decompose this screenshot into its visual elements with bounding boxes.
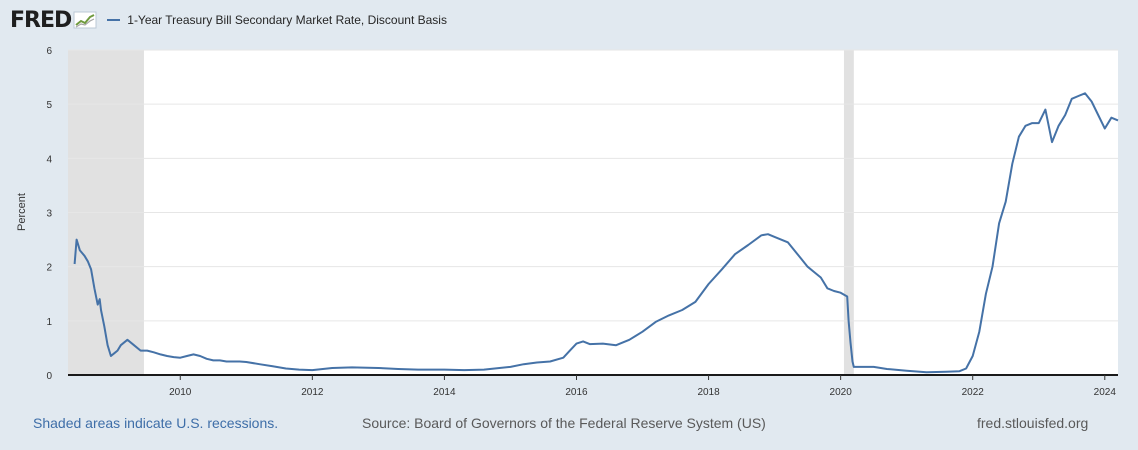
x-tick-label: 2014 (433, 387, 456, 398)
trend-graph-icon (73, 11, 97, 29)
header: FRED 1-Year Treasury Bill Secondary Mark… (10, 6, 447, 34)
y-tick-label: 2 (46, 263, 52, 274)
legend: 1-Year Treasury Bill Secondary Market Ra… (107, 13, 447, 27)
x-tick-label: 2010 (169, 387, 192, 398)
y-tick-label: 6 (46, 46, 52, 57)
recession-note: Shaded areas indicate U.S. recessions. (33, 415, 279, 431)
y-tick-label: 3 (46, 209, 52, 220)
x-tick-label: 2020 (830, 387, 853, 398)
axis-layer: 0 1 2 3 4 5 6 2010 2012 2014 2016 2018 2020 2022 2024 (46, 46, 1118, 398)
x-tick-label: 2024 (1094, 387, 1117, 398)
source-note: Source: Board of Governors of the Federa… (362, 415, 766, 431)
y-axis-label: Percent (16, 193, 28, 231)
legend-swatch (107, 19, 121, 21)
fred-logo-text: FRED (10, 7, 72, 33)
x-tick-label: 2016 (565, 387, 588, 398)
legend-label: 1-Year Treasury Bill Secondary Market Ra… (127, 13, 447, 27)
y-tick-label: 1 (46, 317, 52, 328)
y-tick-label: 4 (46, 154, 52, 165)
y-tick-label: 5 (46, 100, 52, 111)
grid-layer (68, 49, 1118, 322)
y-tick-label: 0 (46, 371, 52, 382)
x-tick-label: 2018 (697, 387, 720, 398)
x-tick-label: 2012 (301, 387, 324, 398)
series-layer (73, 92, 1119, 374)
x-tick-label: 2022 (962, 387, 985, 398)
series-line (73, 92, 1119, 374)
site-url[interactable]: fred.stlouisfed.org (977, 415, 1089, 431)
fred-logo[interactable]: FRED (10, 8, 97, 33)
